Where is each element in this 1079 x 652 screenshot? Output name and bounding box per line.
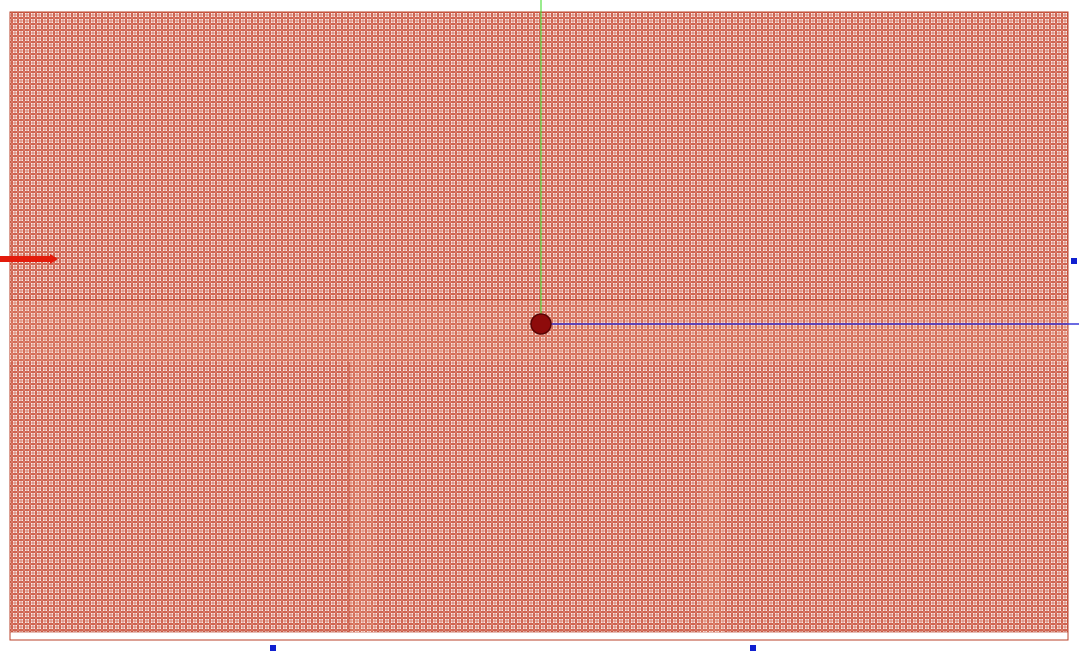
origin-marker[interactable] [531, 314, 551, 334]
handle-btm-2[interactable] [750, 645, 756, 651]
handle-right-mid[interactable] [1071, 258, 1077, 264]
cad-viewport[interactable] [0, 0, 1079, 652]
left-arrow-tick [0, 256, 50, 262]
poly-btm-left[interactable] [10, 340, 350, 632]
drawing-canvas[interactable] [0, 0, 1079, 652]
poly-btm-right[interactable] [720, 340, 1068, 632]
poly-btm-center[interactable] [350, 340, 720, 632]
handle-btm-1[interactable] [270, 645, 276, 651]
poly-top-slab[interactable] [10, 12, 1068, 300]
